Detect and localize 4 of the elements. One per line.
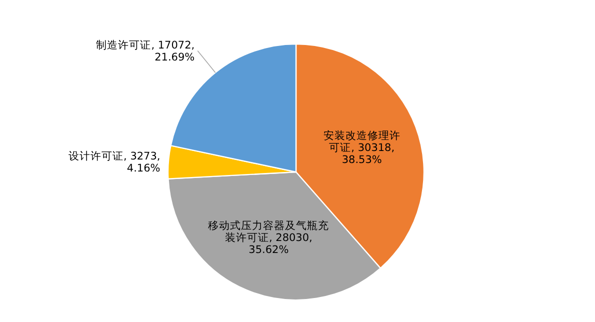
slice-label: 制造许可证, 17072, 21.69% [96,38,195,64]
slice-label: 移动式压力容器及气瓶充装许可证, 28030, 35.62% [208,218,330,256]
slice-label: 设计许可证, 3273, 4.16% [68,150,160,175]
slice-label: 安装改造修理许可证, 30318, 38.53% [323,129,400,166]
